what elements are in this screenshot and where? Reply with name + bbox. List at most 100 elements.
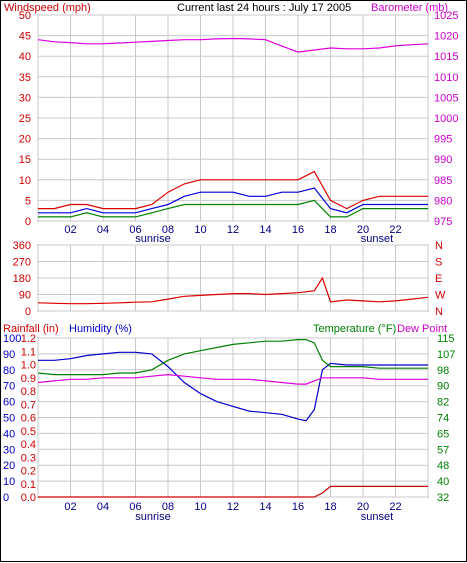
humidity-tick-90: 90: [3, 349, 15, 361]
rainfall-tick-0.9: 0.9: [21, 373, 36, 385]
dewpoint-line: [37, 373, 428, 385]
temperature-tick-115: 115: [437, 333, 455, 345]
panel-humidity-lines: [37, 339, 428, 498]
humidity-tick-30: 30: [3, 444, 15, 456]
windspeed-tick-25: 25: [19, 113, 31, 125]
direction-tick-90: 90: [19, 290, 31, 302]
sunrise-label: sunrise: [135, 233, 170, 245]
windspeed-tick-15: 15: [19, 154, 31, 166]
barometer-tick-980: 980: [434, 195, 452, 207]
rainfall-tick-1.2: 1.2: [21, 333, 36, 345]
p1-xtick-22: 22: [389, 224, 401, 236]
barometer-tick-1000: 1000: [434, 113, 458, 125]
chart-title: Current last 24 hours : July 17 2005: [177, 2, 351, 14]
humidity-tick-100: 100: [3, 333, 21, 345]
temperature-tick-107: 107: [437, 349, 455, 361]
rainfall-tick-0.5: 0.5: [21, 426, 36, 438]
p1-xtick-04: 04: [97, 224, 109, 236]
p3-xtick-12: 12: [227, 501, 239, 513]
dewpoint-axis-title: Dew Point: [397, 323, 447, 335]
barometer-axis-title: Barometer (mb): [371, 2, 448, 14]
temperature-tick-90: 90: [437, 381, 449, 393]
windspeed-tick-0: 0: [25, 216, 31, 228]
direction-tick-360: 360: [13, 240, 31, 252]
panel-humidity-temperature: 0 10 20 30 40 50 60 70 80 90 100 0.00.10.2 0.30.40.5…: [3, 323, 455, 523]
p1-xtick-20: 20: [357, 224, 369, 236]
temperature-tick-48: 48: [437, 460, 449, 472]
p1-xtick-16: 16: [292, 224, 304, 236]
rainfall-axis-title: Rainfall (in): [3, 323, 59, 335]
humidity-tick-0: 0: [3, 492, 9, 504]
p3-xtick-22: 22: [389, 501, 401, 513]
wind-gust-line: [38, 187, 428, 214]
panel-wind-grid: [37, 14, 429, 222]
p3-xtick-20: 20: [357, 501, 369, 513]
compass-tick-3: W: [435, 290, 446, 302]
panel-wind-ticks: 0510152025303540455097598098599099510001…: [19, 10, 459, 245]
rainfall-tick-1.1: 1.1: [21, 346, 36, 358]
p3-xtick-04: 04: [97, 501, 109, 513]
p1-xtick-14: 14: [259, 224, 271, 236]
humidity-tick-70: 70: [3, 381, 15, 393]
panel-wind-lines: [37, 37, 429, 218]
temperature-tick-82: 82: [437, 397, 449, 409]
windspeed-tick-35: 35: [19, 72, 31, 84]
barometer-tick-1015: 1015: [434, 51, 458, 63]
humidity-tick-20: 20: [3, 460, 15, 472]
compass-tick-1: S: [435, 257, 442, 269]
sunset-label-2: sunset: [361, 511, 393, 523]
temperature-tick-74: 74: [437, 413, 449, 425]
humidity-tick-40: 40: [3, 428, 15, 440]
p1-xtick-10: 10: [194, 224, 206, 236]
windspeed-tick-50: 50: [19, 10, 31, 22]
temperature-tick-98: 98: [437, 365, 449, 377]
p3-xtick-14: 14: [259, 501, 271, 513]
p1-xtick-06: 06: [129, 224, 141, 236]
p1-xtick-02: 02: [64, 224, 76, 236]
rainfall-tick-0.8: 0.8: [21, 386, 36, 398]
rainfall-tick-0.7: 0.7: [21, 399, 36, 411]
p1-xtick-08: 08: [162, 224, 174, 236]
p1-xtick-12: 12: [227, 224, 239, 236]
direction-tick-0: 0: [25, 306, 31, 318]
temperature-tick-40: 40: [437, 476, 449, 488]
wind-speed-line: [38, 170, 428, 210]
p3-xtick-06: 06: [129, 501, 141, 513]
barometer-tick-1010: 1010: [434, 72, 458, 84]
temperature-tick-57: 57: [437, 444, 449, 456]
humidity-tick-60: 60: [3, 397, 15, 409]
barometer-tick-985: 985: [434, 175, 452, 187]
p3-xtick-10: 10: [194, 501, 206, 513]
humidity-axis-title: Humidity (%): [69, 323, 132, 335]
wind-average-line: [38, 199, 428, 218]
direction-tick-180: 180: [13, 273, 31, 285]
p3-xtick-02: 02: [64, 501, 76, 513]
panel-direction-lines: [37, 276, 429, 305]
panel-humidity-ticks: 0 10 20 30 40 50 60 70 80 90 100 0.00.10.2 0.30.40.5…: [3, 333, 455, 523]
compass-tick-0: N: [435, 240, 443, 252]
temperature-tick-65: 65: [437, 428, 449, 440]
panel-direction-grid: [37, 244, 429, 312]
wind-direction-line: [37, 276, 429, 305]
compass-tick-4: N: [435, 306, 443, 318]
compass-tick-2: E: [435, 273, 442, 285]
temperature-line: [37, 339, 428, 376]
rainfall-tick-1.0: 1.0: [21, 360, 36, 372]
windspeed-tick-45: 45: [19, 31, 31, 43]
temperature-axis-title: Temperature (°F): [313, 323, 396, 335]
humidity-tick-80: 80: [3, 365, 15, 377]
humidity-tick-10: 10: [3, 476, 15, 488]
rainfall-tick-0.6: 0.6: [21, 413, 36, 425]
p3-xtick-08: 08: [162, 501, 174, 513]
barometer-tick-990: 990: [434, 154, 452, 166]
direction-tick-270: 270: [13, 257, 31, 269]
barometer-line: [37, 37, 429, 53]
rainfall-tick-0.2: 0.2: [21, 466, 36, 478]
barometer-tick-1025: 1025: [434, 10, 458, 22]
sunrise-label-2: sunrise: [135, 511, 170, 523]
rainfall-tick-0.3: 0.3: [21, 452, 36, 464]
